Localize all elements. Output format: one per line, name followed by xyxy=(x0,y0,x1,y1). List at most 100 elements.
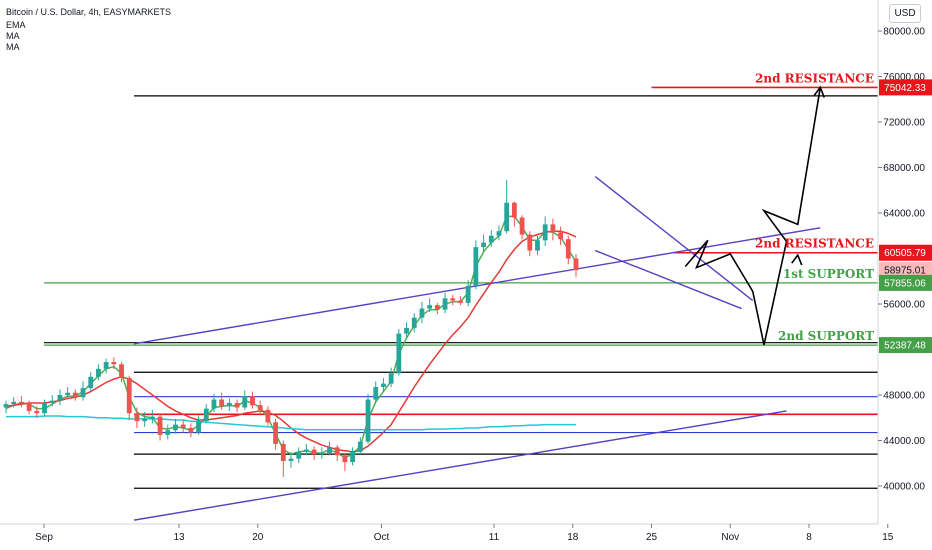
candle-body[interactable] xyxy=(11,401,17,405)
candle-body[interactable] xyxy=(519,217,525,235)
candle-body[interactable] xyxy=(334,447,340,456)
candle-body[interactable] xyxy=(304,449,309,452)
time-axis[interactable] xyxy=(0,525,878,550)
candle-body[interactable] xyxy=(381,383,386,388)
candle-body[interactable] xyxy=(188,427,194,433)
candle-body[interactable] xyxy=(72,392,78,398)
candle-body[interactable] xyxy=(396,333,402,374)
candle-body[interactable] xyxy=(327,447,332,454)
candle-body[interactable] xyxy=(550,224,556,233)
candle-body[interactable] xyxy=(565,239,571,259)
candle-body[interactable] xyxy=(173,424,178,431)
candle-body[interactable] xyxy=(373,387,379,400)
price-tag-label: 60505.79 xyxy=(884,248,926,259)
x-tick-label: Nov xyxy=(721,532,739,543)
candle-body[interactable] xyxy=(149,416,155,419)
currency-button[interactable]: USD xyxy=(889,4,921,23)
y-tick-label: 56000.00 xyxy=(883,300,925,311)
candle-body[interactable] xyxy=(26,402,32,411)
candle-body[interactable] xyxy=(180,424,186,428)
candle-body[interactable] xyxy=(511,202,517,218)
candle-body[interactable] xyxy=(419,308,425,318)
candle-body[interactable] xyxy=(234,402,240,408)
ma-line-3[interactable] xyxy=(6,415,576,431)
candle-body[interactable] xyxy=(465,285,471,303)
price-tag[interactable] xyxy=(879,337,932,354)
price-tag[interactable] xyxy=(879,244,932,261)
candle-body[interactable] xyxy=(250,396,255,406)
candle-body[interactable] xyxy=(319,453,325,455)
candle-body[interactable] xyxy=(226,402,232,407)
y-tick-label: 48000.00 xyxy=(883,391,925,402)
y-tick-label: 76000.00 xyxy=(883,72,925,83)
candle-body[interactable] xyxy=(126,377,132,414)
candle-body[interactable] xyxy=(296,451,302,459)
candle-body[interactable] xyxy=(34,410,40,414)
candle-body[interactable] xyxy=(134,413,140,422)
candle-body[interactable] xyxy=(42,402,47,414)
candle-body[interactable] xyxy=(96,368,101,377)
candle-body[interactable] xyxy=(573,258,579,271)
price-tag[interactable] xyxy=(879,262,932,279)
candle-body[interactable] xyxy=(119,364,124,378)
candle-body[interactable] xyxy=(496,231,502,236)
candle-body[interactable] xyxy=(504,202,510,232)
candle-body[interactable] xyxy=(488,235,494,243)
candle-body[interactable] xyxy=(411,317,417,328)
trend-line[interactable] xyxy=(594,176,754,302)
candle-body[interactable] xyxy=(434,305,440,310)
candle-body[interactable] xyxy=(111,362,117,365)
candle-body[interactable] xyxy=(365,399,371,442)
candle-body[interactable] xyxy=(288,458,294,461)
candle-body[interactable] xyxy=(404,327,409,334)
candle-body[interactable] xyxy=(280,443,286,461)
candle-body[interactable] xyxy=(103,362,109,369)
price-tag[interactable] xyxy=(879,274,932,291)
ma-line-2[interactable] xyxy=(5,230,577,453)
ma-line-1[interactable] xyxy=(5,215,577,459)
candle-body[interactable] xyxy=(442,298,448,310)
candle-body[interactable] xyxy=(257,405,263,410)
candle-body[interactable] xyxy=(57,395,63,401)
candle-body[interactable] xyxy=(80,388,86,398)
trend-line[interactable] xyxy=(133,410,787,521)
candle-body[interactable] xyxy=(219,399,225,407)
candle-body[interactable] xyxy=(342,455,348,463)
candle-body[interactable] xyxy=(265,409,271,423)
candle-body[interactable] xyxy=(527,234,533,251)
indicator-label-ma-2[interactable]: MA xyxy=(6,42,20,52)
candle-body[interactable] xyxy=(3,404,9,408)
candle-body[interactable] xyxy=(542,224,548,241)
candle-body[interactable] xyxy=(273,422,278,444)
candle-body[interactable] xyxy=(350,451,356,463)
candle-body[interactable] xyxy=(88,376,94,389)
candle-body[interactable] xyxy=(203,408,209,422)
y-tick-label: 40000.00 xyxy=(883,482,925,493)
candle-body[interactable] xyxy=(196,421,201,433)
price-tag[interactable] xyxy=(879,79,932,96)
indicator-label-ema[interactable]: EMA xyxy=(6,20,26,30)
candle-body[interactable] xyxy=(211,399,217,409)
candle-body[interactable] xyxy=(311,449,317,455)
trend-line[interactable] xyxy=(594,249,742,310)
candle-body[interactable] xyxy=(357,441,363,452)
candle-body[interactable] xyxy=(65,392,71,395)
candle-body[interactable] xyxy=(450,298,456,301)
candle-body[interactable] xyxy=(427,305,433,309)
candle-body[interactable] xyxy=(157,416,163,435)
candle-body[interactable] xyxy=(165,430,171,435)
projection-path[interactable] xyxy=(684,87,822,346)
candle-body[interactable] xyxy=(388,373,394,384)
candle-body[interactable] xyxy=(142,418,148,422)
candle-body[interactable] xyxy=(49,400,55,403)
indicator-label-ma-1[interactable]: MA xyxy=(6,31,20,41)
candle-body[interactable] xyxy=(19,401,24,403)
candle-body[interactable] xyxy=(242,396,248,408)
candle-body[interactable] xyxy=(473,247,479,286)
candle-body[interactable] xyxy=(535,240,540,251)
candle-body[interactable] xyxy=(558,232,563,240)
candle-body[interactable] xyxy=(458,300,463,303)
candle-body[interactable] xyxy=(481,242,486,248)
